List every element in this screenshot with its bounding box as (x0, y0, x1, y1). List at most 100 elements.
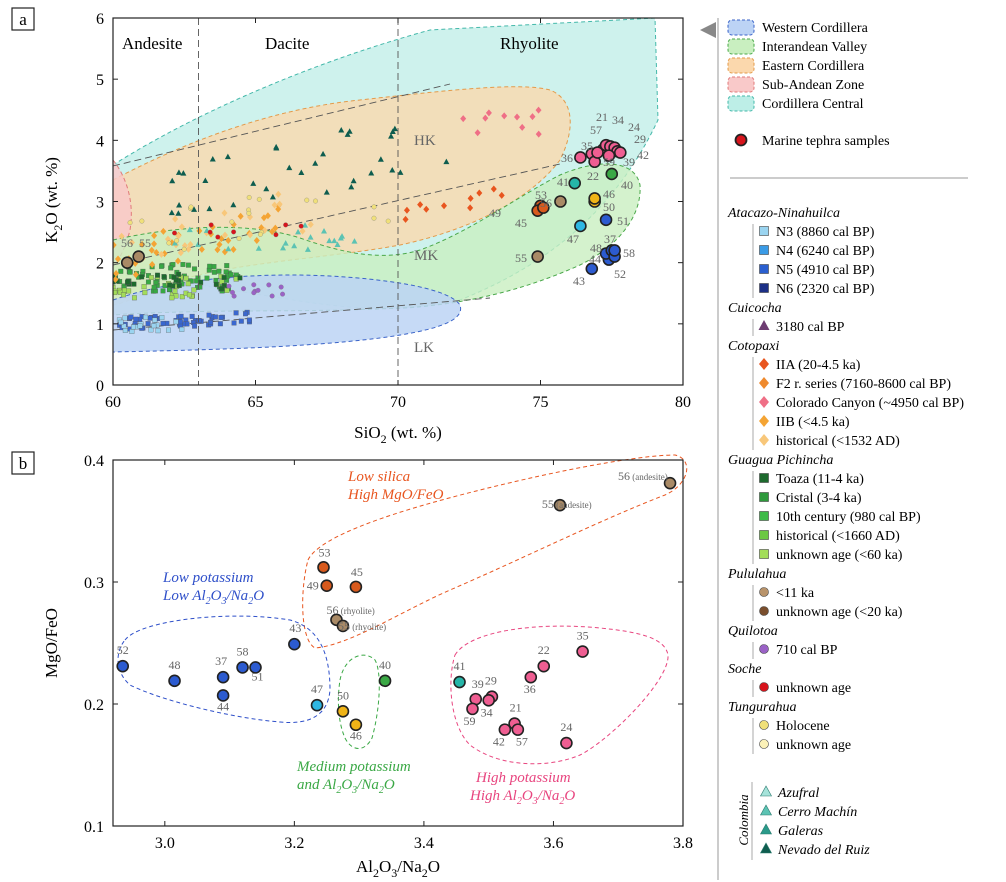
background-sample (192, 323, 198, 329)
tephra-label: 48 (590, 241, 602, 255)
background-sample (377, 156, 384, 162)
panel-b-ytick-label: 0.3 (84, 575, 104, 592)
background-sample (143, 314, 149, 320)
background-sample (467, 204, 474, 212)
legend-item-label: N6 (2320 cal BP) (776, 282, 875, 297)
background-sample (151, 284, 157, 290)
background-sample (206, 205, 213, 212)
background-sample (338, 127, 345, 133)
background-sample (148, 246, 155, 254)
background-sample (280, 291, 286, 297)
legend-marker (759, 644, 769, 654)
background-sample (476, 189, 483, 197)
background-sample (160, 227, 167, 235)
background-sample (207, 263, 213, 269)
background-sample (192, 266, 197, 272)
background-sample (172, 230, 177, 236)
region-label-rhyolite: Rhyolite (500, 34, 559, 53)
tephra-label: 49 (489, 206, 501, 220)
tephra-label: 51 (617, 214, 629, 228)
background-sample (177, 319, 183, 325)
group-label-medium-potassium-2: and Al2O3/Na2O (297, 777, 395, 796)
background-sample (113, 270, 120, 278)
background-sample (298, 169, 305, 175)
hk-boundary-line (113, 83, 451, 167)
background-sample (212, 314, 218, 320)
panel-a-ytick-label: 3 (96, 195, 104, 212)
region-label-andesite: Andesite (122, 34, 182, 53)
background-sample (122, 327, 128, 333)
tephra-point (554, 195, 567, 208)
sample-point (336, 705, 350, 718)
background-sample (113, 290, 118, 296)
background-sample (196, 318, 202, 323)
background-sample (160, 288, 166, 294)
background-sample (255, 287, 261, 293)
panel-b-xtick-label: 3.4 (414, 835, 434, 852)
legend-marker (759, 823, 773, 835)
legend-marker (759, 415, 769, 427)
background-sample (122, 315, 128, 321)
tephra-label: 57 (590, 123, 602, 137)
background-sample (172, 215, 179, 223)
tephra-label: 55 (139, 236, 151, 250)
background-sample (148, 275, 154, 280)
background-sample (221, 209, 228, 217)
envelope-high-potassium (450, 625, 669, 765)
legend-marker (758, 320, 770, 330)
legend-item-label: Toaza (11-4 ka) (776, 472, 864, 487)
panel-b-ytick-label: 0.2 (84, 697, 104, 714)
background-sample (260, 214, 267, 222)
legend-marker (759, 587, 769, 597)
background-sample (490, 185, 497, 193)
background-sample (151, 240, 158, 248)
background-sample (127, 220, 133, 226)
background-sample (230, 245, 237, 253)
legend-marker (759, 739, 769, 749)
sample-point (116, 659, 130, 673)
sample-label: 59 (463, 714, 475, 728)
legend-marker (759, 682, 769, 692)
legend-item-label: Cristal (3-4 ka) (776, 491, 862, 506)
background-sample (206, 312, 212, 318)
background-sample (147, 315, 153, 321)
background-sample (155, 328, 161, 334)
sample-label: 43 (289, 621, 301, 635)
background-sample (247, 231, 254, 239)
panel-a-xlabel: SiO2 (wt. %) (354, 423, 442, 446)
sample-label: 56 (andesite) (618, 469, 668, 483)
background-sample (368, 169, 375, 176)
background-sample (224, 288, 230, 293)
sample-label: 58 (237, 644, 249, 658)
tephra-point (585, 262, 599, 276)
group-label-high-potassium: High potassium (475, 770, 571, 786)
background-sample (224, 153, 231, 160)
background-sample (269, 193, 276, 200)
background-sample (122, 287, 127, 293)
sample-point (168, 674, 181, 688)
background-sample (128, 239, 135, 247)
legend-marker (759, 785, 773, 797)
legend-colombia-item: Azufral (777, 786, 819, 801)
legend-item-label: unknown age (776, 681, 851, 696)
background-sample (295, 228, 302, 235)
background-sample (118, 319, 124, 325)
sample-point (249, 661, 262, 674)
legend-marker (759, 606, 769, 616)
sample-point (663, 476, 677, 490)
legend-item-label: N4 (6240 cal BP) (776, 244, 875, 259)
legend-region-label: Western Cordillera (762, 21, 869, 36)
region-label-dacite: Dacite (265, 34, 309, 53)
sample-label: 49 (307, 579, 319, 593)
tephra-label: 56 (540, 196, 552, 210)
panel-b-axes: 3.0 3.2 3.4 3.6 3.8 0.1 0.2 0.3 0.4 (84, 453, 693, 852)
tephra-label: 34 (612, 113, 624, 127)
sample-label: 39 (472, 677, 484, 691)
sample-label: 56 (rhyolite) (326, 603, 374, 617)
background-sample (529, 113, 536, 121)
background-sample (142, 290, 148, 296)
background-sample (304, 246, 311, 252)
tephra-point (588, 192, 601, 205)
panel-b-xtick-label: 3.2 (284, 835, 304, 852)
sample-label: 48 (169, 658, 181, 672)
